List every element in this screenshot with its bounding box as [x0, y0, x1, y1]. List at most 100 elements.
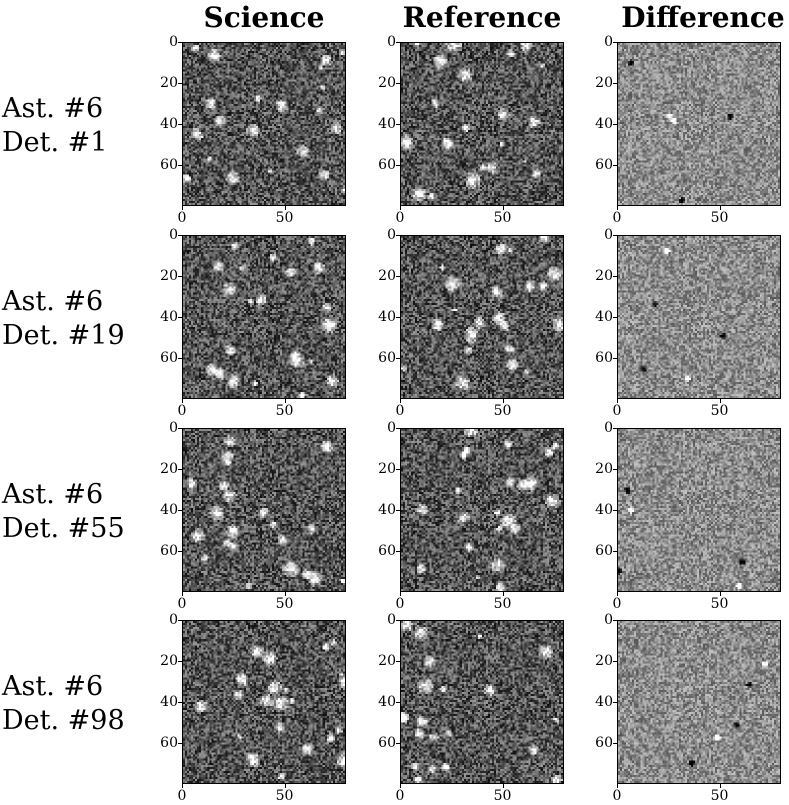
- y-tick-label: 20: [378, 75, 396, 91]
- y-tick-label: 20: [378, 461, 396, 477]
- x-tick-mark: [182, 784, 183, 788]
- y-tick-mark: [396, 620, 400, 621]
- image-science: [183, 621, 345, 783]
- image-difference: [618, 429, 780, 591]
- y-tick-mark: [613, 317, 617, 318]
- x-tick-label: 50: [493, 403, 512, 419]
- y-tick-label: 40: [378, 116, 396, 132]
- x-tick-label: 0: [395, 403, 405, 419]
- y-tick-mark: [613, 42, 617, 43]
- x-tick-label: 50: [710, 403, 729, 419]
- y-tick-mark: [178, 702, 182, 703]
- row-label-3-asteroid: Ast. #6: [2, 479, 104, 510]
- y-tick-mark: [613, 165, 617, 166]
- x-tick-mark: [400, 784, 401, 788]
- y-tick-mark: [178, 743, 182, 744]
- image-panel-difference-row-2: [617, 235, 781, 399]
- y-tick-label: 20: [378, 268, 396, 284]
- y-tick-label: 40: [160, 116, 178, 132]
- x-tick-label: 50: [275, 596, 294, 612]
- image-reference: [401, 429, 563, 591]
- x-tick-label: 0: [177, 403, 187, 419]
- y-tick-label: 0: [387, 612, 396, 628]
- x-tick-label: 0: [177, 788, 187, 804]
- x-tick-mark: [617, 784, 618, 788]
- y-tick-label: 40: [160, 694, 178, 710]
- y-tick-label: 40: [595, 116, 613, 132]
- image-science: [183, 43, 345, 205]
- column-title-reference: Reference: [402, 1, 562, 34]
- y-tick-mark: [178, 358, 182, 359]
- column-title-difference: Difference: [621, 1, 785, 34]
- y-tick-mark: [613, 358, 617, 359]
- y-tick-label: 0: [169, 420, 178, 436]
- y-tick-label: 40: [595, 502, 613, 518]
- y-tick-mark: [178, 428, 182, 429]
- y-tick-label: 0: [387, 227, 396, 243]
- y-tick-mark: [613, 551, 617, 552]
- x-tick-label: 0: [395, 210, 405, 226]
- y-tick-label: 60: [160, 735, 178, 751]
- y-tick-label: 60: [595, 543, 613, 559]
- y-tick-label: 60: [378, 735, 396, 751]
- row-label-4-detection: Det. #98: [2, 705, 125, 736]
- y-tick-label: 0: [387, 420, 396, 436]
- row-label-4: Ast. #6 Det. #98: [2, 670, 162, 738]
- y-tick-mark: [613, 743, 617, 744]
- image-panel-science-row-1: [182, 42, 346, 206]
- image-panel-reference-row-3: [400, 428, 564, 592]
- x-tick-label: 0: [612, 596, 622, 612]
- y-tick-label: 20: [378, 653, 396, 669]
- y-tick-mark: [178, 165, 182, 166]
- image-reference: [401, 621, 563, 783]
- y-tick-label: 40: [378, 502, 396, 518]
- x-tick-mark: [719, 592, 721, 596]
- y-tick-label: 60: [160, 543, 178, 559]
- x-tick-mark: [400, 206, 401, 210]
- x-tick-label: 50: [710, 788, 729, 804]
- x-tick-mark: [284, 592, 286, 596]
- y-tick-label: 0: [169, 227, 178, 243]
- y-tick-mark: [396, 358, 400, 359]
- row-label-3-detection: Det. #55: [2, 513, 125, 544]
- y-tick-label: 40: [595, 309, 613, 325]
- image-reference: [401, 43, 563, 205]
- y-tick-mark: [178, 235, 182, 236]
- y-tick-mark: [396, 510, 400, 511]
- y-tick-mark: [396, 235, 400, 236]
- x-tick-mark: [502, 592, 504, 596]
- image-panel-science-row-2: [182, 235, 346, 399]
- y-tick-label: 20: [160, 653, 178, 669]
- row-label-3: Ast. #6 Det. #55: [2, 478, 162, 546]
- x-tick-mark: [719, 399, 721, 403]
- y-tick-label: 20: [595, 75, 613, 91]
- y-tick-mark: [396, 317, 400, 318]
- row-label-4-asteroid: Ast. #6: [2, 671, 104, 702]
- x-tick-mark: [502, 399, 504, 403]
- x-tick-label: 50: [493, 210, 512, 226]
- row-label-2-asteroid: Ast. #6: [2, 286, 104, 317]
- y-tick-mark: [613, 235, 617, 236]
- x-tick-label: 0: [612, 210, 622, 226]
- y-tick-mark: [178, 317, 182, 318]
- y-tick-mark: [178, 551, 182, 552]
- column-title-science: Science: [203, 1, 325, 34]
- x-tick-label: 50: [493, 788, 512, 804]
- x-tick-label: 50: [275, 403, 294, 419]
- y-tick-mark: [613, 428, 617, 429]
- y-tick-label: 20: [160, 461, 178, 477]
- x-tick-label: 50: [275, 210, 294, 226]
- y-tick-mark: [396, 428, 400, 429]
- y-tick-label: 0: [169, 612, 178, 628]
- y-tick-label: 0: [604, 34, 613, 50]
- x-tick-label: 50: [275, 788, 294, 804]
- y-tick-mark: [178, 124, 182, 125]
- y-tick-mark: [613, 620, 617, 621]
- y-tick-mark: [178, 620, 182, 621]
- x-tick-label: 50: [710, 210, 729, 226]
- y-tick-label: 60: [595, 350, 613, 366]
- y-tick-mark: [396, 165, 400, 166]
- x-tick-mark: [400, 399, 401, 403]
- image-difference: [618, 236, 780, 398]
- x-tick-mark: [284, 784, 286, 788]
